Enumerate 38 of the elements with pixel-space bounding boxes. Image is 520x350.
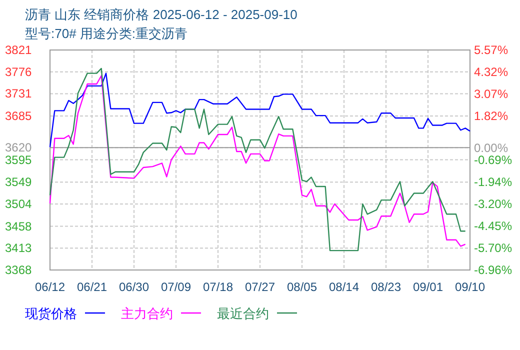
y2tick: 3.07%	[474, 86, 508, 101]
y2tick: -4.45%	[474, 218, 512, 233]
y2tick: 4.32%	[474, 64, 508, 79]
ytick: 3731	[5, 86, 32, 101]
y2tick: -1.94%	[474, 174, 512, 189]
subtitle: 型号:70# 用途分类:重交沥青	[25, 26, 188, 41]
xtick: 09/01	[412, 280, 444, 294]
ytick: 3413	[5, 241, 32, 256]
y2tick: 5.57%	[474, 43, 508, 57]
title: 沥青 山东 经销商价格 2025-06-12 - 2025-09-10	[25, 7, 298, 22]
ytick: 3368	[5, 263, 32, 277]
ytick: 3458	[5, 219, 32, 234]
y2tick: 0.00%	[474, 140, 508, 155]
xtick: 07/18	[202, 280, 234, 294]
ytick: 3595	[5, 152, 32, 167]
ytick: 3821	[5, 43, 32, 57]
xtick: 06/21	[76, 280, 108, 294]
y2tick: -6.96%	[474, 263, 512, 277]
y2tick: 1.82%	[474, 108, 508, 123]
y2tick: -5.70%	[474, 240, 512, 255]
xtick: 08/05	[286, 280, 318, 294]
y2tick: -3.20%	[474, 196, 512, 211]
ytick: 3776	[5, 64, 32, 79]
xtick: 08/14	[328, 280, 360, 294]
ytick: 3504	[5, 196, 32, 211]
xtick: 06/12	[34, 280, 66, 294]
y2tick: -0.69%	[474, 152, 512, 167]
legend-label: 现货价格	[25, 306, 77, 321]
ytick: 3685	[5, 109, 32, 124]
ytick: 3549	[5, 175, 32, 190]
xtick: 07/09	[160, 280, 192, 294]
legend-label: 最近合约	[217, 306, 269, 321]
xtick: 09/10	[454, 280, 486, 294]
xtick: 07/27	[244, 280, 276, 294]
ytick: 3620	[5, 140, 32, 155]
legend-label: 主力合约	[121, 306, 173, 321]
xtick: 06/30	[118, 280, 150, 294]
xtick: 08/23	[370, 280, 402, 294]
